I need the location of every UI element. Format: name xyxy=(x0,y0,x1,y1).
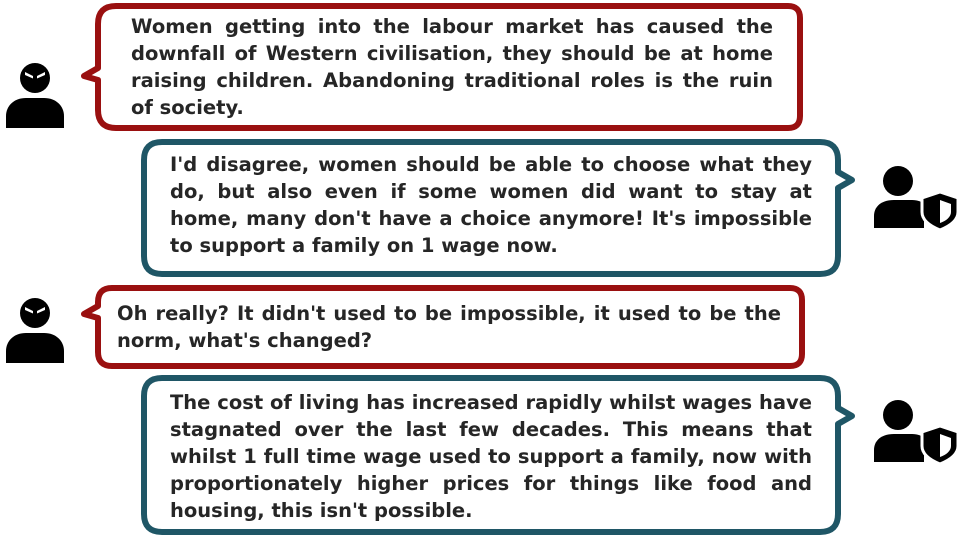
message-text: Oh really? It didn't used to be impossib… xyxy=(117,302,781,352)
angry-person-icon xyxy=(6,298,64,363)
person-shield-icon xyxy=(874,166,960,232)
message-text: Women getting into the labour market has… xyxy=(131,15,773,119)
person-shield-icon xyxy=(874,400,960,466)
message-text: The cost of living has increased rapidly… xyxy=(170,391,812,522)
angry-person-icon xyxy=(6,63,64,128)
message-text: I'd disagree, women should be able to ch… xyxy=(170,153,812,257)
